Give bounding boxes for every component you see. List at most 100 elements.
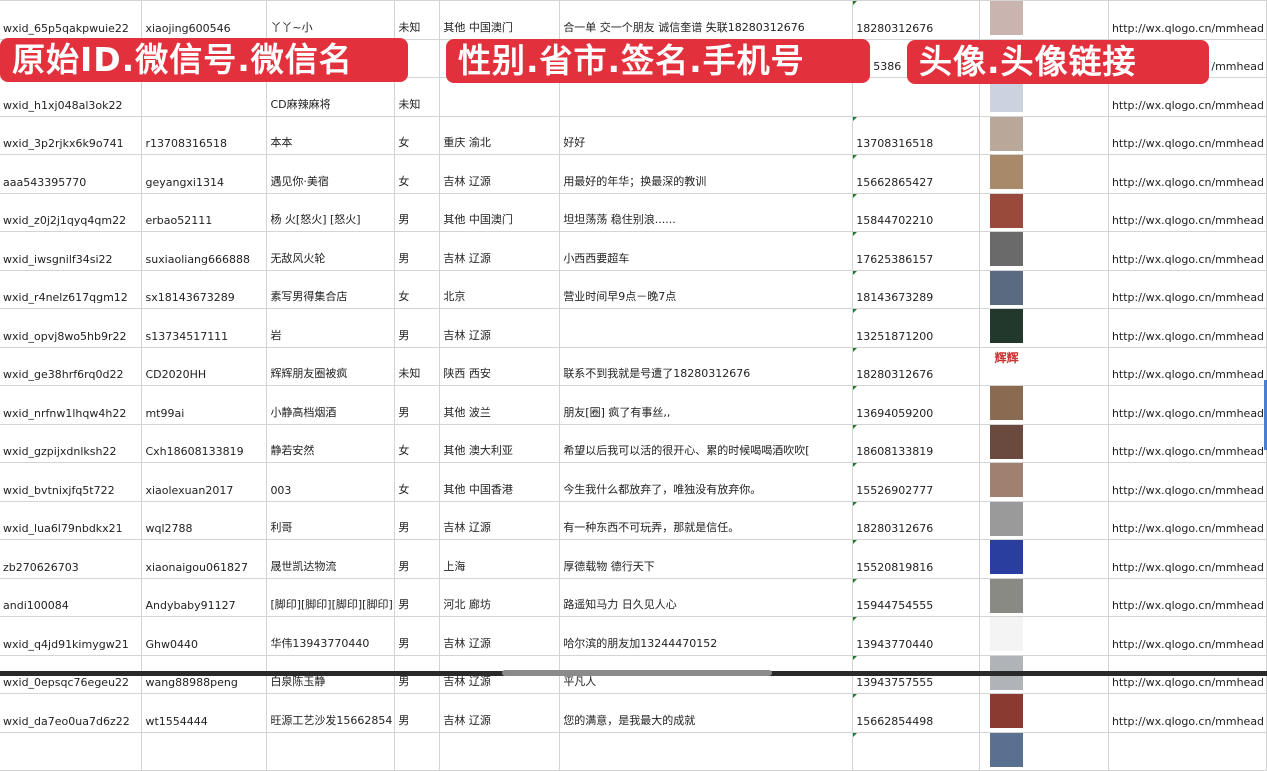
avatar-cell[interactable] (979, 270, 1109, 309)
gender-cell[interactable]: 男 (394, 308, 441, 348)
wechat-id-cell[interactable]: sx18143673289 (141, 270, 268, 309)
signature-cell[interactable]: 哈尔滨的朋友加13244470152 (559, 616, 854, 656)
avatar-url-cell[interactable]: http://wx.qlogo.cn/mmhead (1108, 347, 1267, 386)
signature-cell[interactable] (559, 732, 854, 771)
region-cell[interactable] (439, 77, 561, 117)
original-id-cell[interactable]: wxid_nrfnw1lhqw4h22 (0, 385, 143, 425)
region-cell[interactable]: 吉林 辽源 (439, 616, 561, 656)
phone-cell[interactable]: 13708316518 (852, 116, 981, 155)
signature-cell[interactable]: 希望以后我可以活的很开心、累的时候喝喝酒吹吹[ (559, 424, 854, 463)
wechat-id-cell[interactable]: suxiaoliang666888 (141, 231, 268, 271)
original-id-cell[interactable]: wxid_3p2rjkx6k9o741 (0, 116, 143, 155)
signature-cell[interactable]: 今生我什么都放弃了，唯独没有放弃你。 (559, 462, 854, 502)
wechat-name-cell[interactable]: 小静高档烟酒 (266, 385, 396, 425)
original-id-cell[interactable]: wxid_lua6l79nbdkx21 (0, 501, 143, 540)
region-cell[interactable]: 重庆 渝北 (439, 116, 561, 155)
gender-cell[interactable]: 女 (394, 270, 441, 309)
gender-cell[interactable]: 男 (394, 501, 441, 540)
gender-cell[interactable]: 男 (394, 693, 441, 733)
phone-cell[interactable]: 17625386157 (852, 231, 981, 271)
avatar-cell[interactable] (979, 231, 1109, 271)
signature-cell[interactable]: 合一单 交一个朋友 诚信奎谱 失联18280312676 (559, 1, 854, 40)
phone-cell[interactable]: 18280312676 (852, 501, 981, 540)
signature-cell[interactable]: 厚德载物 德行天下 (559, 539, 854, 579)
signature-cell[interactable]: 坦坦荡荡 稳住别浪...... (559, 193, 854, 232)
phone-cell[interactable]: 15526902777 (852, 462, 981, 502)
phone-cell[interactable]: 13694059200 (852, 385, 981, 425)
region-cell[interactable]: 陕西 西安 (439, 347, 561, 386)
avatar-cell[interactable] (979, 154, 1109, 194)
wechat-name-cell[interactable]: 利哥 (266, 501, 396, 540)
phone-cell[interactable]: 15520819816 (852, 539, 981, 579)
wechat-id-cell[interactable]: wql2788 (141, 501, 268, 540)
original-id-cell[interactable]: wxid_opvj8wo5hb9r22 (0, 308, 143, 348)
avatar-url-cell[interactable]: http://wx.qlogo.cn/mmhead (1108, 501, 1267, 540)
signature-cell[interactable]: 有一种东西不可玩弄，那就是信任。 (559, 501, 854, 540)
wechat-name-cell[interactable]: 晟世凯达物流 (266, 539, 396, 579)
avatar-url-cell[interactable] (1108, 732, 1267, 771)
wechat-name-cell[interactable]: 静若安然 (266, 424, 396, 463)
avatar-cell[interactable] (979, 732, 1109, 771)
signature-cell[interactable]: 营业时间早9点－晚7点 (559, 270, 854, 309)
signature-cell[interactable]: 联系不到我就是号遭了18280312676 (559, 347, 854, 386)
avatar-cell[interactable] (979, 193, 1109, 232)
region-cell[interactable]: 其他 澳大利亚 (439, 424, 561, 463)
region-cell[interactable]: 北京 (439, 270, 561, 309)
avatar-cell[interactable] (979, 616, 1109, 656)
gender-cell[interactable]: 男 (394, 616, 441, 656)
wechat-id-cell[interactable]: Ghw0440 (141, 616, 268, 656)
gender-cell[interactable]: 未知 (394, 347, 441, 386)
avatar-cell[interactable] (979, 578, 1109, 617)
wechat-id-cell[interactable] (141, 732, 268, 771)
wechat-id-cell[interactable] (141, 77, 268, 117)
gender-cell[interactable]: 未知 (394, 1, 441, 40)
wechat-name-cell[interactable]: 素写男得集合店 (266, 270, 396, 309)
wechat-name-cell[interactable]: 华伟13943770440 (266, 616, 396, 656)
region-cell[interactable]: 其他 中国澳门 (439, 1, 561, 40)
original-id-cell[interactable]: wxid_iwsgnilf34si22 (0, 231, 143, 271)
original-id-cell[interactable]: wxid_ge38hrf6rq0d22 (0, 347, 143, 386)
avatar-cell[interactable] (979, 1, 1109, 40)
original-id-cell[interactable]: wxid_da7eo0ua7d6z22 (0, 693, 143, 733)
wechat-id-cell[interactable]: geyangxi1314 (141, 154, 268, 194)
signature-cell[interactable] (559, 77, 854, 117)
region-cell[interactable] (439, 732, 561, 771)
wechat-name-cell[interactable]: 丫丫~小 (266, 1, 396, 40)
avatar-url-cell[interactable]: http://wx.qlogo.cn/mmhead (1108, 193, 1267, 232)
region-cell[interactable]: 吉林 辽源 (439, 308, 561, 348)
wechat-id-cell[interactable]: r13708316518 (141, 116, 268, 155)
avatar-url-cell[interactable]: http://wx.qlogo.cn/mmhead (1108, 693, 1267, 733)
phone-cell[interactable]: 15662854498 (852, 693, 981, 733)
original-id-cell[interactable]: wxid_gzpijxdnlksh22 (0, 424, 143, 463)
signature-cell[interactable]: 您的满意，是我最大的成就 (559, 693, 854, 733)
original-id-cell[interactable]: andi100084 (0, 578, 143, 617)
avatar-cell[interactable] (979, 693, 1109, 733)
avatar-url-cell[interactable]: http://wx.qlogo.cn/mmhead (1108, 308, 1267, 348)
wechat-id-cell[interactable]: mt99ai (141, 385, 268, 425)
original-id-cell[interactable]: wxid_h1xj048al3ok22 (0, 77, 143, 117)
original-id-cell[interactable]: wxid_z0j2j1qyq4qm22 (0, 193, 143, 232)
original-id-cell[interactable]: wxid_bvtnixjfq5t722 (0, 462, 143, 502)
phone-cell[interactable]: 13943770440 (852, 616, 981, 656)
wechat-name-cell[interactable]: CD麻辣麻将 (266, 77, 396, 117)
signature-cell[interactable]: 好好 (559, 116, 854, 155)
wechat-name-cell[interactable]: 本本 (266, 116, 396, 155)
avatar-url-cell[interactable]: http://wx.qlogo.cn/mmhead (1108, 385, 1267, 425)
avatar-url-cell[interactable]: http://wx.qlogo.cn/mmhead (1108, 231, 1267, 271)
gender-cell[interactable]: 男 (394, 193, 441, 232)
wechat-id-cell[interactable]: xiaonaigou061827 (141, 539, 268, 579)
wechat-name-cell[interactable]: [脚印][脚印][脚印][脚印] (266, 578, 396, 617)
gender-cell[interactable]: 女 (394, 116, 441, 155)
original-id-cell[interactable]: aaa543395770 (0, 154, 143, 194)
avatar-url-cell[interactable]: http://wx.qlogo.cn/mmhead (1108, 539, 1267, 579)
avatar-cell[interactable] (979, 385, 1109, 425)
avatar-url-cell[interactable]: http://wx.qlogo.cn/mmhead (1108, 616, 1267, 656)
signature-cell[interactable]: 小西西要超车 (559, 231, 854, 271)
wechat-id-cell[interactable]: erbao52111 (141, 193, 268, 232)
avatar-url-cell[interactable]: http://wx.qlogo.cn/mmhead (1108, 116, 1267, 155)
gender-cell[interactable]: 男 (394, 231, 441, 271)
gender-cell[interactable]: 未知 (394, 77, 441, 117)
wechat-name-cell[interactable]: 旺源工艺沙发15662854 (266, 693, 396, 733)
phone-cell[interactable]: 13251871200 (852, 308, 981, 348)
